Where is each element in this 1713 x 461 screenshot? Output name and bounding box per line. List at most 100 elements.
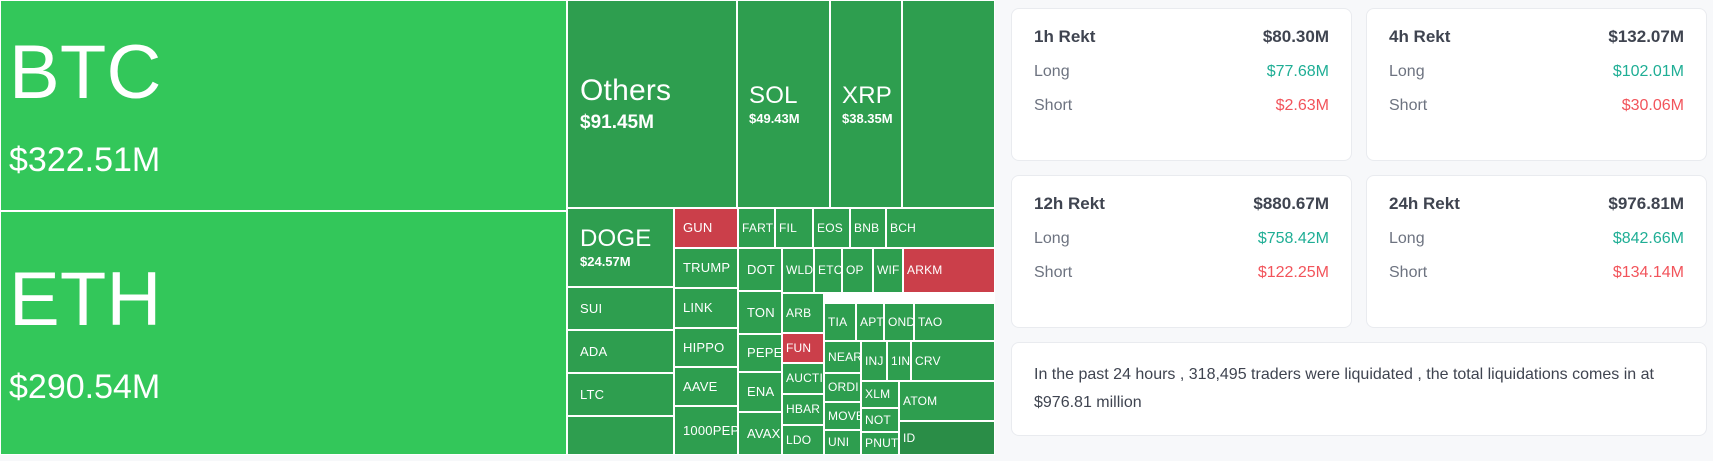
treemap-tile-arb[interactable]: ARB bbox=[782, 293, 824, 333]
treemap-tile-move[interactable]: MOVE bbox=[824, 402, 861, 430]
short-label: Short bbox=[1034, 97, 1073, 114]
tile-symbol: DOT bbox=[747, 261, 776, 277]
treemap-tile-tao[interactable]: TAO bbox=[914, 303, 995, 341]
tile-symbol: LDO bbox=[786, 432, 812, 447]
treemap-tile-xlm[interactable]: XLM bbox=[861, 381, 899, 408]
tile-value: $290.54M bbox=[9, 368, 161, 407]
tile-symbol: ONDO bbox=[888, 314, 913, 329]
treemap-tile-not[interactable]: NOT bbox=[861, 408, 899, 432]
short-value: $122.25M bbox=[1257, 264, 1329, 281]
treemap-tile-ldo[interactable]: LDO bbox=[782, 425, 824, 455]
card-total-value: $132.07M bbox=[1608, 27, 1684, 46]
long-label: Long bbox=[1389, 63, 1425, 80]
tile-symbol: ADA bbox=[580, 343, 608, 359]
tile-symbol: BCH bbox=[890, 220, 916, 235]
tile-symbol: PEPE bbox=[747, 345, 782, 361]
card-short-row: Short $134.14M bbox=[1389, 264, 1684, 282]
long-label: Long bbox=[1389, 230, 1425, 247]
treemap-tile-bnb[interactable]: BNB bbox=[850, 208, 886, 248]
tile-symbol: XLM bbox=[865, 387, 891, 402]
card-short-row: Short $30.06M bbox=[1389, 97, 1684, 115]
treemap-tile-fil[interactable]: FIL bbox=[775, 208, 813, 248]
tile-symbol: NOT bbox=[865, 412, 891, 427]
tile-symbol: WIF bbox=[877, 263, 900, 278]
treemap-tile-ondo[interactable]: ONDO bbox=[884, 303, 914, 341]
rekt-card-1h[interactable]: 1h Rekt $80.30M Long $77.68M Short $2.63… bbox=[1011, 8, 1352, 161]
treemap-tile-op[interactable]: OP bbox=[842, 248, 873, 293]
treemap-tile-bch[interactable]: BCH bbox=[886, 208, 995, 248]
tile-symbol: AUCTION bbox=[786, 371, 823, 386]
tile-symbol: ID bbox=[903, 430, 916, 445]
treemap-tile-hippo[interactable]: HIPPO bbox=[674, 328, 738, 367]
treemap-tile-eos[interactable]: EOS bbox=[813, 208, 850, 248]
treemap-tile-btc[interactable]: BTC $322.51M bbox=[0, 0, 567, 211]
tile-symbol: FUN bbox=[786, 340, 812, 355]
treemap-tile-uni[interactable]: UNI bbox=[824, 430, 861, 455]
treemap-tile-ena[interactable]: ENA bbox=[738, 372, 782, 412]
treemap-tile-col-edge[interactable] bbox=[567, 416, 674, 455]
card-total-value: $80.30M bbox=[1262, 27, 1329, 46]
tile-symbol: 1INCH bbox=[891, 353, 911, 368]
treemap-tile-avax[interactable]: AVAX bbox=[738, 412, 782, 455]
treemap-tile-xrp[interactable]: XRP $38.35M bbox=[830, 0, 902, 208]
long-label: Long bbox=[1034, 230, 1070, 247]
liquidation-treemap: BTC $322.51M ETH $290.54M Others $91.45M… bbox=[0, 0, 995, 455]
tile-symbol: NEAR bbox=[828, 349, 861, 364]
short-label: Short bbox=[1389, 264, 1428, 281]
rekt-card-12h[interactable]: 12h Rekt $880.67M Long $758.42M Short $1… bbox=[1011, 175, 1352, 328]
treemap-tile-aave[interactable]: AAVE bbox=[674, 367, 738, 406]
card-short-row: Short $2.63M bbox=[1034, 97, 1329, 115]
treemap-tile-etc[interactable]: ETC bbox=[814, 248, 842, 293]
treemap-tile-others[interactable]: Others $91.45M bbox=[567, 0, 737, 208]
long-value: $77.68M bbox=[1266, 63, 1329, 80]
treemap-tile-hbar[interactable]: HBAR bbox=[782, 394, 824, 425]
short-value: $134.14M bbox=[1612, 264, 1684, 281]
treemap-tile-auction[interactable]: AUCTION bbox=[782, 363, 824, 394]
tile-symbol: ETC bbox=[818, 263, 842, 278]
tile-symbol: Others bbox=[580, 74, 672, 108]
treemap-tile-crv[interactable]: CRV bbox=[911, 341, 995, 381]
treemap-tile-ordi[interactable]: ORDI bbox=[824, 373, 861, 402]
treemap-tile-1000pepe[interactable]: 1000PEPE bbox=[674, 406, 738, 455]
tile-symbol: HIPPO bbox=[683, 339, 725, 355]
treemap-tile-ada[interactable]: ADA bbox=[567, 330, 674, 373]
treemap-tile-ltc[interactable]: LTC bbox=[567, 373, 674, 416]
treemap-tile-near[interactable]: NEAR bbox=[824, 341, 861, 373]
treemap-tile-inj[interactable]: INJ bbox=[861, 341, 887, 381]
treemap-tile-apt[interactable]: APT bbox=[856, 303, 884, 341]
card-short-row: Short $122.25M bbox=[1034, 264, 1329, 282]
long-value: $758.42M bbox=[1257, 230, 1329, 247]
treemap-tile-sol[interactable]: SOL $49.43M bbox=[737, 0, 830, 208]
treemap-tile-edge-top[interactable] bbox=[902, 0, 995, 208]
treemap-tile-pepe[interactable]: PEPE bbox=[738, 334, 782, 372]
treemap-tile-fartcoin[interactable]: FARTCOIN bbox=[738, 208, 775, 248]
treemap-tile-link[interactable]: LINK bbox=[674, 288, 738, 328]
treemap-tile-gun[interactable]: GUN bbox=[674, 208, 738, 248]
tile-symbol: ORDI bbox=[828, 380, 859, 395]
treemap-tile-trump[interactable]: TRUMP bbox=[674, 248, 738, 288]
treemap-tile-tia[interactable]: TIA bbox=[824, 303, 856, 341]
tile-symbol: TON bbox=[747, 304, 775, 320]
tile-symbol: LINK bbox=[683, 300, 713, 316]
treemap-tile-doge[interactable]: DOGE $24.57M bbox=[567, 208, 674, 287]
treemap-tile-pnut[interactable]: PNUT bbox=[861, 432, 899, 455]
stats-panel: 1h Rekt $80.30M Long $77.68M Short $2.63… bbox=[1005, 0, 1713, 461]
treemap-tile-id[interactable]: ID bbox=[899, 421, 995, 455]
treemap-tile-fun[interactable]: FUN bbox=[782, 333, 824, 363]
rekt-card-4h[interactable]: 4h Rekt $132.07M Long $102.01M Short $30… bbox=[1366, 8, 1707, 161]
treemap-tile-ton[interactable]: TON bbox=[738, 291, 782, 334]
treemap-tile-sui[interactable]: SUI bbox=[567, 287, 674, 330]
tile-symbol: DOGE bbox=[580, 225, 652, 253]
treemap-tile-arkm[interactable]: ARKM bbox=[903, 248, 995, 293]
rekt-card-24h[interactable]: 24h Rekt $976.81M Long $842.66M Short $1… bbox=[1366, 175, 1707, 328]
treemap-tile-1inch[interactable]: 1INCH bbox=[887, 341, 911, 381]
tile-symbol: UNI bbox=[828, 435, 850, 450]
treemap-tile-atom[interactable]: ATOM bbox=[899, 381, 995, 421]
treemap-tile-wif[interactable]: WIF bbox=[873, 248, 903, 293]
treemap-tile-eth[interactable]: ETH $290.54M bbox=[0, 211, 567, 455]
treemap-tile-wld[interactable]: WLD bbox=[782, 248, 814, 293]
short-label: Short bbox=[1034, 264, 1073, 281]
card-header-row: 1h Rekt $80.30M bbox=[1034, 27, 1329, 47]
card-title: 12h Rekt bbox=[1034, 194, 1105, 213]
treemap-tile-dot[interactable]: DOT bbox=[738, 248, 782, 291]
